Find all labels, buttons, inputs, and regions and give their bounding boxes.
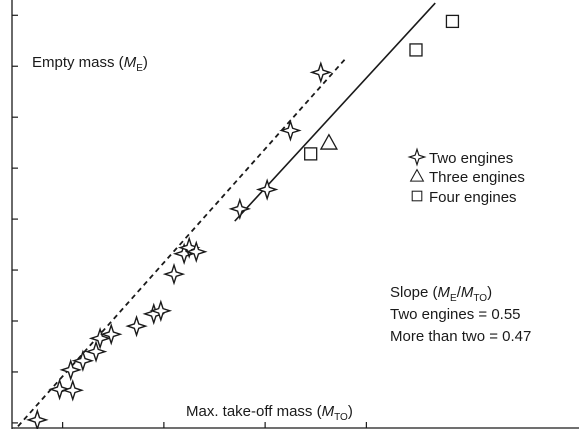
- point-two-engines: [71, 349, 95, 373]
- axis-ticks: [12, 14, 367, 428]
- point-two-engines: [125, 314, 148, 338]
- slope-annotation: Slope (ME/MTO) Two engines = 0.55 More t…: [390, 284, 531, 345]
- point-four-engines: [409, 43, 423, 57]
- point-two-engines: [59, 358, 82, 382]
- point-two-engines: [99, 322, 123, 346]
- point-two-engines: [255, 178, 279, 201]
- point-two-engines: [88, 327, 112, 350]
- y-axis-label: Empty mass (ME): [32, 54, 148, 74]
- legend-label-four-engines: Four engines: [429, 189, 517, 206]
- legend-label-two-engines: Two engines: [429, 150, 513, 167]
- point-two-engines: [149, 299, 173, 323]
- point-two-engines: [279, 119, 302, 142]
- legend: Two engines Three engines Four engines: [407, 147, 525, 206]
- point-two-engines: [309, 61, 333, 84]
- legend-marker-four-engines: [411, 190, 423, 202]
- fit-line-two-engines: [14, 58, 346, 429]
- slope-two-engines: Two engines = 0.55: [390, 306, 521, 323]
- point-two-engines: [162, 262, 186, 286]
- legend-label-three-engines: Three engines: [429, 169, 525, 186]
- point-two-engines: [228, 197, 252, 221]
- legend-markers: [407, 147, 427, 202]
- legend-marker-two-engines: [407, 147, 427, 167]
- data-points: [26, 14, 460, 429]
- point-two-engines: [26, 408, 49, 429]
- point-two-engines: [185, 240, 208, 263]
- slope-more-than-two: More than two = 0.47: [390, 328, 531, 345]
- legend-marker-three-engines: [409, 168, 425, 182]
- point-two-engines: [48, 378, 71, 401]
- point-four-engines: [445, 14, 460, 29]
- point-three-engines: [319, 133, 339, 150]
- point-two-engines: [61, 379, 85, 402]
- point-two-engines: [177, 236, 201, 259]
- point-two-engines: [84, 340, 108, 363]
- point-four-engines: [304, 147, 318, 161]
- slope-title: Slope (ME/MTO): [390, 284, 492, 304]
- axes: [11, 0, 579, 429]
- x-axis-label: Max. take-off mass (MTO): [186, 403, 353, 423]
